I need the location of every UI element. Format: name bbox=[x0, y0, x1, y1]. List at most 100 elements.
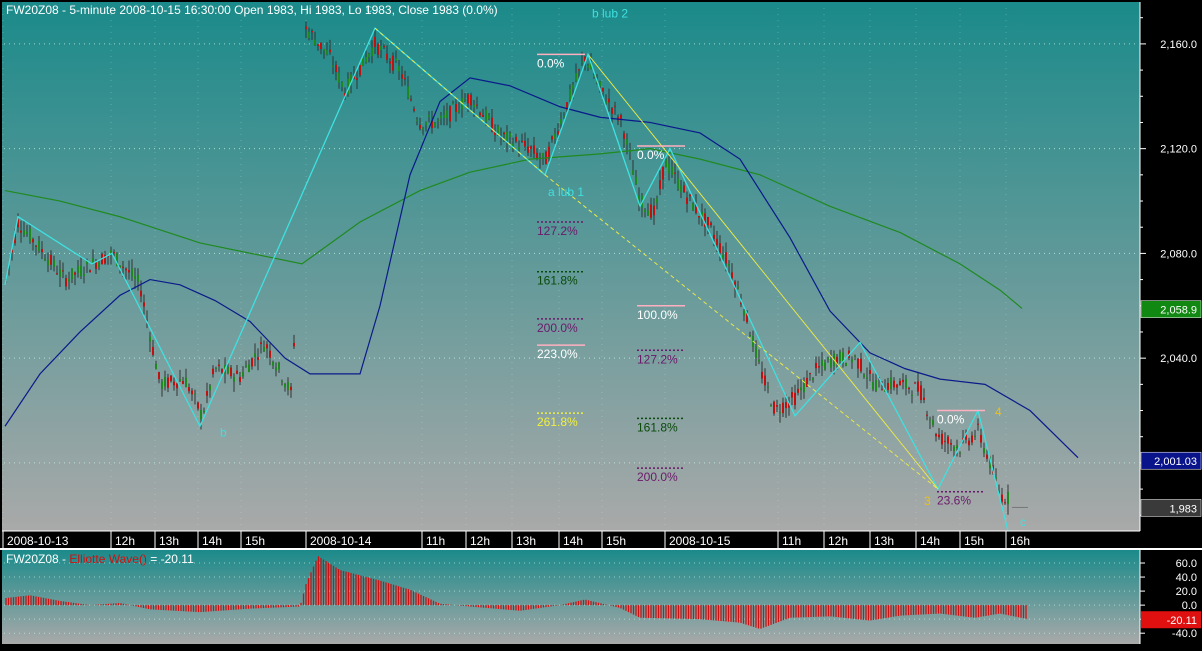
candle-up bbox=[452, 103, 454, 105]
candle-down bbox=[980, 435, 982, 443]
candle-down bbox=[182, 381, 184, 384]
time-tick-label: 13h bbox=[874, 534, 894, 548]
osc-tick-label: 20.0 bbox=[1176, 586, 1197, 598]
candle-up bbox=[779, 412, 781, 414]
candle-down bbox=[236, 370, 238, 374]
wave-label: c bbox=[366, 1, 372, 15]
time-tick-label: 12h bbox=[828, 534, 848, 548]
candle-down bbox=[128, 269, 130, 273]
fib-level-label: 200.0% bbox=[637, 470, 678, 484]
main-grid bbox=[2, 8, 1138, 528]
candle-up bbox=[437, 120, 439, 122]
candle-up bbox=[995, 477, 997, 479]
candle-up bbox=[755, 346, 757, 358]
osc-value-badge bbox=[1141, 611, 1201, 629]
candle-down bbox=[794, 392, 796, 406]
candle-down bbox=[482, 114, 484, 117]
candle-up bbox=[464, 100, 466, 102]
candle-up bbox=[872, 382, 874, 390]
candle-down bbox=[404, 77, 406, 80]
candle-up bbox=[827, 357, 829, 360]
candle-down bbox=[818, 366, 820, 368]
wave-overlay: c b lub 2 a lub 1 b 3 4 c 0.0% 127.2% 161.8% 200.0… bbox=[220, 1, 1026, 528]
candle-down bbox=[527, 146, 529, 153]
candle-up bbox=[929, 419, 931, 421]
candle-up bbox=[743, 310, 745, 316]
candle-up bbox=[254, 353, 256, 358]
candle-up bbox=[509, 133, 511, 138]
candle-up bbox=[485, 110, 487, 122]
price-badge bbox=[1140, 300, 1202, 318]
candle-up bbox=[854, 355, 856, 357]
candle-down bbox=[188, 387, 190, 392]
indicator-separator: - bbox=[59, 552, 70, 566]
candle-up bbox=[98, 262, 100, 268]
channel-line bbox=[374, 27, 546, 176]
price-badge-label: 2,058.9 bbox=[1160, 305, 1197, 317]
candle-up bbox=[599, 81, 601, 87]
candle-up bbox=[506, 131, 508, 143]
candle-down bbox=[881, 389, 883, 391]
candle-up bbox=[668, 163, 670, 174]
candle-up bbox=[974, 435, 976, 437]
candle-down bbox=[476, 104, 478, 106]
candle-up bbox=[890, 377, 892, 390]
candle-up bbox=[911, 394, 913, 396]
candle-down bbox=[698, 216, 700, 218]
candle-down bbox=[521, 140, 523, 142]
candle-down bbox=[815, 362, 817, 369]
fib-level-label: 0.0% bbox=[937, 413, 965, 427]
candle-down bbox=[356, 77, 358, 80]
candle-up bbox=[26, 231, 28, 234]
candle-down bbox=[683, 185, 685, 193]
candle-up bbox=[209, 385, 211, 391]
candle-down bbox=[329, 49, 331, 53]
fib-level-label: 0.0% bbox=[537, 56, 565, 70]
candle-down bbox=[602, 87, 604, 92]
indicator-name: Elliotte Wave() bbox=[69, 552, 147, 566]
candle-up bbox=[164, 376, 166, 387]
candle-down bbox=[503, 132, 505, 135]
candle-up bbox=[905, 378, 907, 389]
candle-down bbox=[317, 44, 319, 46]
candle-up bbox=[308, 31, 310, 38]
candle-down bbox=[377, 43, 379, 55]
candle-up bbox=[800, 387, 802, 391]
candle-up bbox=[749, 335, 751, 337]
candle-down bbox=[938, 434, 940, 438]
candle-up bbox=[428, 115, 430, 118]
candle-down bbox=[620, 114, 622, 120]
candle-down bbox=[791, 392, 793, 398]
oscillator-axis bbox=[1140, 550, 1202, 644]
price-tick-label: 2,160.0 bbox=[1160, 39, 1197, 51]
wave-label: b bbox=[220, 426, 227, 440]
candle-up bbox=[692, 203, 694, 211]
candle-down bbox=[20, 230, 22, 233]
candle-up bbox=[86, 260, 88, 265]
candle-up bbox=[998, 490, 1000, 494]
osc-tick-label: -40.0 bbox=[1172, 628, 1197, 640]
candle-down bbox=[659, 180, 661, 190]
candle-up bbox=[149, 336, 151, 342]
candle-down bbox=[125, 268, 127, 271]
candle-up bbox=[287, 382, 289, 391]
candle-down bbox=[479, 112, 481, 116]
time-tick-label: 2008-10-15 bbox=[669, 534, 731, 548]
candle-down bbox=[1001, 494, 1003, 502]
candle-up bbox=[473, 104, 475, 108]
price-badge bbox=[1140, 451, 1202, 470]
osc-value-label: -20.11 bbox=[1167, 615, 1197, 627]
osc-tick-label: 60.0 bbox=[1176, 558, 1197, 570]
osc-tick-label: 0.0 bbox=[1182, 600, 1197, 612]
candle-down bbox=[785, 402, 787, 409]
candle-up bbox=[497, 126, 499, 135]
candle-down bbox=[917, 381, 919, 392]
candle-down bbox=[896, 384, 898, 388]
candle-down bbox=[965, 434, 967, 440]
candle-up bbox=[80, 265, 82, 277]
candle-up bbox=[758, 359, 760, 362]
candle-up bbox=[44, 258, 46, 261]
candle-down bbox=[653, 205, 655, 216]
candle-down bbox=[257, 357, 259, 360]
candle-up bbox=[155, 364, 157, 370]
